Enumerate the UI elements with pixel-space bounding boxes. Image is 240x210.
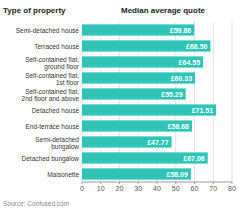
data-label: £58.68 [168, 123, 190, 130]
category-label: Self-contained flat,1st floor [25, 71, 80, 85]
category-label-line: Detached bungalow [22, 155, 80, 163]
category-label-line: Maisonette [47, 171, 79, 178]
bar [82, 104, 216, 115]
data-label: £68.50 [186, 43, 208, 50]
data-label: £71.51 [192, 107, 214, 114]
x-tick [232, 182, 233, 184]
x-tick [213, 182, 214, 184]
category-label-line: Detached house [32, 107, 80, 114]
bar [82, 168, 191, 179]
category-label: Semi-detached house [16, 27, 80, 34]
category-label: Self-contained flat,2nd floor and above [22, 87, 80, 101]
x-tick [175, 182, 176, 184]
bar [82, 120, 192, 131]
x-tick [100, 182, 101, 184]
x-tick-label: 40 [153, 185, 161, 192]
category-label-line: Terraced house [34, 43, 79, 50]
data-labels: £59.86 £68.50 £64.55 £60.33 £55.29 £71.51 £58.… [147, 27, 213, 178]
data-label: £58.09 [166, 171, 188, 178]
y-tick-labels: Semi-detached house Terraced house Self-co… [16, 27, 80, 178]
x-tick-label: 70 [209, 185, 217, 192]
chart: £59.86 £68.50 £64.55 £60.33 £55.29 £71.51 £58.… [0, 0, 240, 210]
x-tick [82, 182, 83, 184]
x-tick-label: 50 [172, 185, 180, 192]
bar [82, 152, 208, 163]
data-label: £47.77 [147, 139, 169, 146]
category-label-line: Semi-detached [35, 135, 79, 142]
category-label-line: Self-contained flat, [25, 87, 79, 94]
category-label-line: Self-contained flat, [25, 55, 79, 62]
category-label: Detached bungalow [22, 155, 80, 163]
annotation: Source: Confused.com [3, 200, 69, 207]
x-tick [138, 182, 139, 184]
data-label: £60.33 [171, 75, 193, 82]
category-label-line: 1st floor [56, 78, 80, 85]
x-tick [119, 182, 120, 184]
category-label: Semi-detachedbungalow [35, 135, 79, 150]
category-label-line: bungalow [51, 142, 79, 150]
category-label-line: End-terrace house [26, 123, 80, 130]
category-label-line: Semi-detached house [16, 27, 80, 34]
x-tick-label: 10 [97, 185, 105, 192]
x-tick-label: 80 [228, 185, 236, 192]
x-axis-label: Median average quote [121, 6, 206, 15]
x-tick-label: 0 [80, 185, 84, 192]
category-label: Self-contained flat,ground floor [25, 55, 80, 70]
data-label: £67.06 [183, 155, 205, 162]
category-label: End-terrace house [26, 123, 80, 130]
grid-line [213, 22, 214, 182]
grid-line [232, 22, 233, 182]
bars [82, 24, 216, 179]
category-label: Maisonette [47, 171, 79, 178]
bar [82, 24, 194, 35]
bar [82, 136, 172, 147]
bar [82, 88, 186, 99]
x-tick [157, 182, 158, 184]
y-axis-label: Type of property [3, 6, 66, 15]
bar [82, 56, 203, 67]
data-label: £55.29 [161, 91, 183, 98]
bar [82, 40, 210, 51]
x-tick-label: 30 [134, 185, 142, 192]
x-ticks: 0 10 20 30 40 50 60 70 80 [80, 182, 236, 192]
data-label: £64.55 [179, 59, 201, 66]
bar [82, 72, 195, 83]
category-label-line: 2nd floor and above [22, 94, 80, 101]
x-tick-label: 20 [116, 185, 124, 192]
category-label: Terraced house [34, 43, 79, 50]
category-label-line: ground floor [44, 62, 80, 70]
x-tick [194, 182, 195, 184]
category-label-line: Self-contained flat, [25, 71, 79, 78]
category-label: Detached house [32, 107, 80, 114]
x-tick-label: 60 [191, 185, 199, 192]
grid [82, 22, 232, 182]
data-label: £59.86 [170, 27, 192, 34]
